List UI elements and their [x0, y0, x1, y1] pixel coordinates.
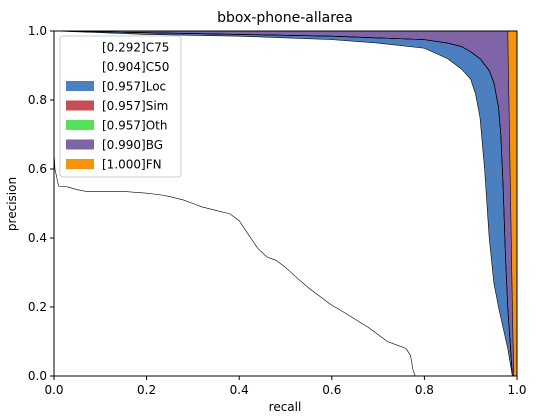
legend-entry-1-000-fn: [1.000]FN — [102, 158, 162, 172]
x-axis-label: recall — [269, 400, 302, 414]
area-0-292-c75 — [54, 151, 416, 376]
legend-entry-0-957-loc: [0.957]Loc — [102, 80, 166, 94]
y-tick-label: 0.8 — [28, 93, 47, 107]
y-axis-label: precision — [5, 177, 19, 231]
legend-entry-0-904-c50: [0.904]C50 — [102, 60, 169, 74]
x-tick-label: 1.0 — [507, 383, 526, 397]
chart-title: bbox-phone-allarea — [217, 10, 353, 26]
plot-frame — [53, 30, 518, 377]
legend-swatch-0-292-c75 — [66, 42, 94, 52]
legend-entry-0-957-oth: [0.957]Oth — [102, 119, 167, 133]
curve-0-904-c50 — [53, 30, 513, 377]
curve-0-292-c75 — [53, 151, 416, 377]
legend-entry-0-990-bg: [0.990]BG — [102, 138, 163, 152]
legend-swatch-0-957-loc — [66, 81, 94, 91]
y-tick-label: 0.2 — [28, 300, 47, 314]
y-axis-ticks: 0.0 0.2 0.4 0.6 0.8 1.0 — [28, 24, 54, 383]
x-tick-label: 0.4 — [230, 383, 249, 397]
legend-swatch-0-904-c50 — [66, 61, 94, 72]
x-tick-label: 0.2 — [137, 383, 156, 397]
y-tick-label: 0.0 — [28, 369, 47, 383]
legend-entry-0-957-sim: [0.957]Sim — [102, 99, 168, 113]
x-tick-label: 0.0 — [44, 383, 63, 397]
x-tick-label: 0.6 — [322, 383, 341, 397]
y-tick-label: 1.0 — [28, 24, 47, 38]
legend: [0.292]C75 [0.904]C50 [0.957]Loc [0.957]Sim… — [59, 35, 182, 178]
y-tick-label: 0.4 — [28, 231, 47, 245]
x-axis-ticks: 0.0 0.2 0.4 0.6 0.8 1.0 — [44, 376, 527, 397]
legend-entry-0-292-c75: [0.292]C75 — [102, 41, 169, 55]
x-tick-label: 0.8 — [415, 383, 434, 397]
legend-swatch-0-957-oth — [66, 120, 94, 130]
legend-swatch-0-990-bg — [66, 139, 94, 150]
legend-swatch-1-000-fn — [66, 159, 94, 169]
legend-swatch-0-957-sim — [66, 100, 94, 111]
y-tick-label: 0.6 — [28, 162, 47, 176]
curve-0-957-oth — [53, 30, 513, 377]
